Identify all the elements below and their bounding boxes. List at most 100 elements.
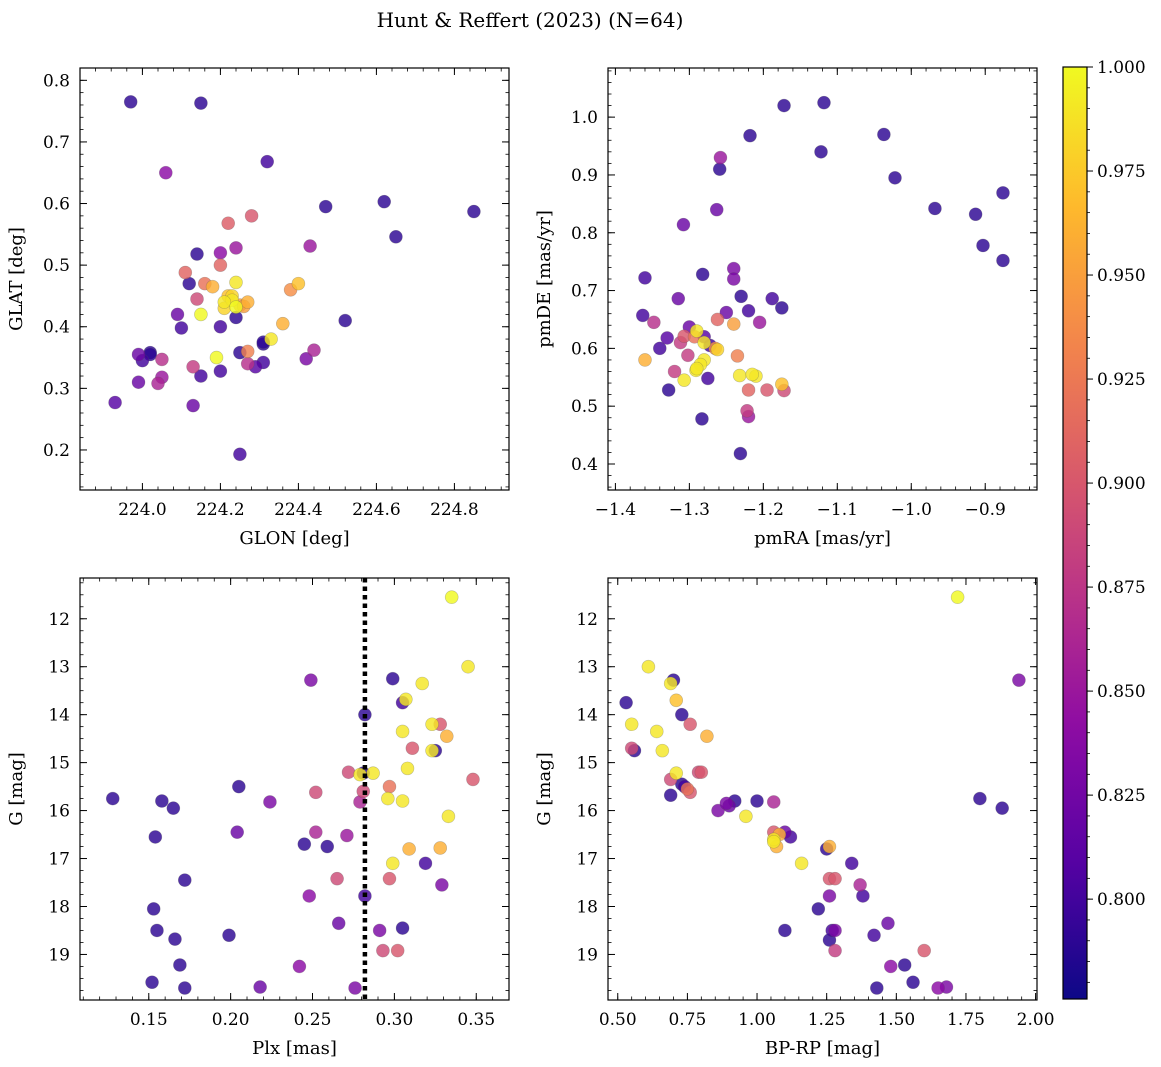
scatter-point bbox=[174, 321, 189, 335]
y-tick-label: 12 bbox=[576, 610, 598, 630]
y-tick-label: 12 bbox=[48, 610, 70, 630]
scatter-point bbox=[263, 795, 277, 809]
scatter-point bbox=[233, 447, 247, 462]
scatter-points bbox=[108, 95, 481, 462]
x-tick-label: 1.50 bbox=[877, 1010, 915, 1030]
y-tick-label: 18 bbox=[48, 897, 70, 917]
scatter-point bbox=[213, 364, 228, 378]
scatter-point bbox=[667, 364, 682, 379]
scatter-point bbox=[867, 928, 881, 943]
scatter-point bbox=[229, 241, 243, 255]
y-tick-label: 0.7 bbox=[571, 282, 598, 302]
scatter-point bbox=[695, 267, 710, 282]
scatter-point bbox=[710, 312, 725, 327]
scatter-point bbox=[292, 959, 307, 974]
scatter-point bbox=[244, 209, 259, 223]
x-tick-label: 0.30 bbox=[375, 1010, 413, 1030]
scatter-point bbox=[390, 943, 405, 958]
scatter-point bbox=[340, 828, 354, 843]
scatter-point bbox=[683, 717, 697, 732]
scatter-point bbox=[308, 825, 323, 839]
scatter-point bbox=[372, 923, 387, 938]
x-tick-label: 0.35 bbox=[457, 1010, 495, 1030]
scatter-point bbox=[709, 202, 724, 217]
scatter-point bbox=[232, 779, 246, 794]
scatter-point bbox=[828, 923, 842, 938]
scatter-point bbox=[177, 981, 192, 995]
figure-title: Hunt & Reffert (2023) (N=64) bbox=[377, 8, 684, 32]
scatter-point bbox=[870, 981, 884, 995]
y-tick-label: 13 bbox=[48, 658, 70, 678]
y-tick-label: 18 bbox=[576, 897, 598, 917]
scatter-point bbox=[734, 289, 748, 304]
scatter-point bbox=[743, 128, 757, 143]
scatter-point bbox=[389, 230, 403, 244]
scatter-point bbox=[229, 275, 243, 290]
panel-plx-gmag: 0.15 0.20 0.25 0.30 0.35 12 13 14 15 16 17 18 19 Plx … bbox=[6, 577, 510, 1059]
scatter-point bbox=[230, 825, 244, 839]
scatter-point bbox=[730, 349, 745, 363]
scatter-point bbox=[649, 724, 664, 739]
scatter-point bbox=[217, 295, 232, 309]
scatter-point bbox=[145, 975, 159, 990]
y-tick-label: 0.9 bbox=[571, 166, 598, 186]
scatter-point bbox=[381, 791, 395, 806]
x-tick-label: 224.4 bbox=[274, 500, 323, 520]
scatter-point bbox=[168, 932, 182, 946]
scatter-point bbox=[996, 253, 1010, 268]
scatter-point bbox=[131, 347, 146, 362]
scatter-point bbox=[415, 676, 430, 691]
scatter-point bbox=[775, 301, 789, 315]
scatter-point bbox=[775, 377, 789, 392]
y-axis-label: GLAT [deg] bbox=[6, 227, 27, 331]
scatter-point bbox=[732, 368, 747, 383]
scatter-point bbox=[883, 959, 898, 974]
scatter-point bbox=[745, 367, 760, 382]
scatter-point bbox=[441, 809, 456, 824]
scatter-point bbox=[177, 873, 192, 887]
y-tick-label: 16 bbox=[576, 802, 598, 822]
x-tick-label: −1.1 bbox=[817, 500, 858, 520]
scatter-point bbox=[710, 342, 725, 357]
scatter-point bbox=[425, 743, 439, 758]
axes-frame bbox=[607, 577, 1038, 1001]
scatter-point bbox=[291, 276, 306, 291]
x-tick-label: −1.3 bbox=[669, 500, 710, 520]
scatter-points bbox=[619, 590, 1026, 995]
scatter-point bbox=[240, 295, 255, 309]
scatter-point bbox=[150, 923, 164, 938]
scatter-point bbox=[853, 878, 867, 892]
colorbar-tick-label: 0.925 bbox=[1097, 370, 1146, 390]
scatter-point bbox=[996, 186, 1010, 200]
axes-frame bbox=[79, 577, 510, 1001]
scatter-point bbox=[376, 943, 390, 958]
scatter-point bbox=[822, 889, 837, 903]
scatter-point bbox=[680, 782, 695, 796]
scatter-point bbox=[888, 171, 902, 185]
scatter-point bbox=[146, 902, 161, 916]
scatter-point bbox=[170, 307, 185, 322]
scatter-point bbox=[655, 743, 670, 758]
x-tick-label: 0.15 bbox=[130, 1010, 168, 1030]
y-tick-label: 0.5 bbox=[571, 397, 598, 417]
x-tick-label: −1.0 bbox=[891, 500, 932, 520]
y-tick-label: 0.3 bbox=[43, 379, 70, 399]
scatter-point bbox=[669, 766, 684, 780]
scatter-point bbox=[661, 383, 676, 397]
x-axis-label: pmRA [mas/yr] bbox=[754, 528, 891, 549]
scatter-point bbox=[814, 145, 828, 159]
scatter-point bbox=[877, 127, 891, 142]
y-axis-label: G [mag] bbox=[534, 752, 555, 825]
scatter-point bbox=[405, 741, 420, 756]
scatter-point bbox=[733, 446, 748, 461]
y-tick-label: 0.7 bbox=[43, 133, 70, 153]
scatter-point bbox=[435, 878, 449, 892]
scatter-point bbox=[828, 943, 842, 958]
scatter-point bbox=[647, 315, 661, 330]
scatter-point bbox=[467, 204, 481, 219]
y-tick-label: 1.0 bbox=[571, 108, 598, 128]
scatter-point bbox=[194, 307, 208, 322]
scatter-point bbox=[844, 856, 859, 871]
axes-frame bbox=[79, 67, 510, 491]
scatter-point bbox=[320, 839, 335, 854]
